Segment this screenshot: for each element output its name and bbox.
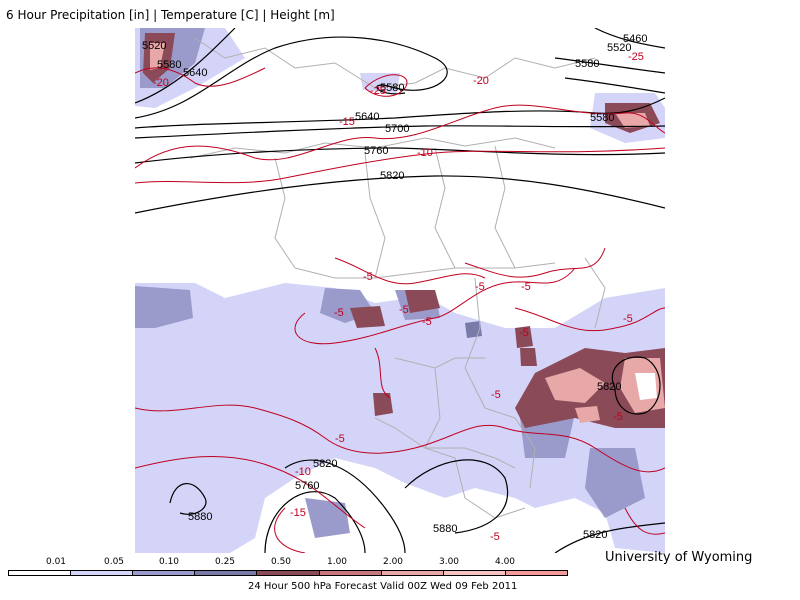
- temp-label: -5: [422, 316, 432, 328]
- temp-label: -25: [628, 51, 644, 63]
- height-label: 5580: [380, 82, 404, 94]
- temp-label: -25: [370, 85, 386, 97]
- temp-label: -5: [363, 271, 373, 283]
- height-label: 5760: [295, 480, 319, 492]
- height-label: 5820: [597, 381, 621, 393]
- temp-label: -5: [613, 411, 623, 423]
- height-label: 5640: [355, 111, 379, 123]
- height-label: 5820: [380, 170, 404, 182]
- temp-label: -5: [491, 389, 501, 401]
- temp-label: -15: [290, 507, 306, 519]
- legend-swatch: [443, 571, 506, 575]
- height-contours: [135, 28, 665, 553]
- height-label: 5760: [364, 145, 388, 157]
- color-legend-bar: [8, 570, 568, 576]
- temp-label: -5: [475, 281, 485, 293]
- temp-label: -5: [521, 281, 531, 293]
- temp-label: -20: [473, 75, 489, 87]
- weather-map: 5520 5580 5640 5580 5640 5700 5760 5820 …: [135, 28, 665, 553]
- height-label: 5880: [433, 523, 457, 535]
- height-label: 5580: [157, 59, 181, 71]
- legend-tick: 3.00: [438, 557, 460, 567]
- legend-swatch: [195, 571, 258, 575]
- legend-tick: 4.00: [494, 557, 516, 567]
- legend-ticks: 0.01 0.05 0.10 0.25 0.50 1.00 2.00 3.00 …: [8, 557, 568, 569]
- temp-label: -5: [399, 304, 409, 316]
- height-label: 5820: [583, 529, 607, 541]
- temp-label-group: -20 -25 -20 -15 -10 -25 -5 -5 -5 -5 -5 -…: [153, 51, 644, 543]
- legend-swatch: [133, 571, 196, 575]
- legend-tick: 0.50: [270, 557, 292, 567]
- legend-tick: 2.00: [382, 557, 404, 567]
- map-canvas: 5520 5580 5640 5580 5640 5700 5760 5820 …: [135, 28, 665, 553]
- height-label: 5520: [607, 42, 631, 54]
- legend-tick: 0.01: [45, 557, 67, 567]
- temp-label: -5: [623, 313, 633, 325]
- height-label: 5460: [623, 33, 647, 45]
- temp-label: -10: [417, 147, 433, 159]
- height-label: 5580: [590, 112, 614, 124]
- legend-swatch: [257, 571, 320, 575]
- height-label: 5880: [188, 511, 212, 523]
- temperature-contours: [135, 67, 665, 553]
- height-label: 5820: [313, 458, 337, 470]
- country-borders: [189, 37, 606, 519]
- credit-text: University of Wyoming: [605, 550, 753, 565]
- temp-label: -5: [490, 531, 500, 543]
- temp-label: -5: [519, 327, 529, 339]
- legend-swatch: [9, 571, 72, 575]
- height-label: 5640: [183, 67, 207, 79]
- height-label-group: 5520 5580 5640 5580 5640 5700 5760 5820 …: [142, 33, 647, 541]
- legend-swatch: [381, 571, 444, 575]
- legend-swatch: [319, 571, 382, 575]
- temp-label: -5: [334, 307, 344, 319]
- precipitation-field: [135, 28, 665, 553]
- forecast-footer: 24 Hour 500 hPa Forecast Valid 00Z Wed 0…: [248, 581, 518, 592]
- height-label: 5580: [575, 58, 599, 70]
- height-label: 5520: [142, 40, 166, 52]
- legend-swatch: [71, 571, 134, 575]
- temp-label: -15: [339, 116, 355, 128]
- temp-label: -5: [335, 433, 345, 445]
- legend-tick: 1.00: [326, 557, 348, 567]
- height-label: 5700: [385, 123, 409, 135]
- map-title: 6 Hour Precipitation [in] | Temperature …: [6, 8, 335, 22]
- legend-tick: 0.10: [158, 557, 180, 567]
- legend-tick: 0.05: [103, 557, 125, 567]
- legend-tick: 0.25: [214, 557, 236, 567]
- temp-label: -10: [295, 466, 311, 478]
- temp-label: -20: [153, 77, 169, 89]
- legend-swatch: [505, 571, 567, 575]
